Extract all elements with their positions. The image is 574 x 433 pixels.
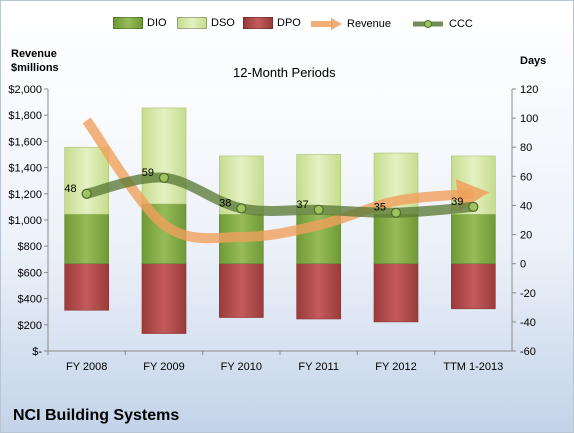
ccc-point: [236, 203, 247, 214]
legend-label-dpo: DPO: [277, 17, 301, 29]
bar-dso: [296, 154, 341, 215]
ccc-data-label: 39: [451, 196, 463, 208]
y-right-tick-label: 0: [520, 259, 526, 271]
legend-label-dio: DIO: [147, 17, 167, 29]
ccc-data-label: 35: [374, 202, 386, 214]
bar-dpo: [141, 263, 187, 334]
legend-label-dso: DSO: [211, 17, 235, 29]
y-left-tick-label: $1,000: [8, 215, 42, 227]
legend-label-revenue: Revenue: [347, 18, 392, 30]
y-right-tick-label: 60: [520, 171, 532, 183]
y-left-tick-label: $2,000: [8, 84, 42, 96]
ccc-data-label: 38: [219, 197, 231, 209]
legend-swatch-dso: [177, 17, 207, 29]
y-axis-left-title-line2: $millions: [11, 62, 59, 74]
legend-item-dpo: DPO: [243, 17, 301, 29]
bar-dio: [373, 213, 419, 264]
legend-item-dio: DIO: [113, 17, 167, 29]
y-left-tick-label: $1,800: [8, 110, 42, 122]
y-axis-right-title: Days: [520, 55, 547, 67]
x-tick-label: FY 2011: [298, 361, 339, 373]
ccc-data-label: 48: [64, 183, 76, 195]
ccc-point: [390, 207, 402, 218]
data-labels: 48 59 38 37 35 39: [64, 167, 463, 214]
y-right-tick-label: 80: [520, 142, 532, 154]
chart-subtitle: 12-Month Periods: [233, 65, 336, 80]
x-tick-label: FY 2010: [221, 361, 262, 373]
x-tick-label: FY 2009: [143, 361, 184, 373]
bar-dpo: [373, 263, 419, 323]
bar-dso: [64, 146, 109, 215]
y-right-tick-label: -40: [520, 317, 536, 329]
legend-item-revenue: Revenue: [309, 17, 391, 31]
ccc-data-label: 59: [142, 167, 154, 179]
legend-arrow-icon: [311, 18, 342, 30]
legend-swatch-dio: [113, 17, 143, 29]
y-right-tick-label: -20: [520, 288, 536, 300]
y-right-tick-label: 20: [520, 230, 532, 242]
x-tick-label: FY 2008: [66, 361, 107, 373]
y-left-tick-label: $1,200: [8, 189, 42, 201]
y-left-tick-label: $1,400: [8, 163, 42, 175]
legend-label-ccc: CCC: [449, 18, 473, 30]
bar-dio: [64, 213, 109, 264]
y-right-tick-label: 100: [520, 113, 538, 125]
bar-dio: [451, 213, 496, 264]
bar-dpo: [451, 263, 496, 310]
legend-line-icon: [413, 20, 443, 28]
ccc-line: [81, 172, 479, 218]
legend-item-dso: DSO: [177, 17, 235, 29]
y-left-tick-label: $-: [32, 346, 42, 358]
y-right-tick-label: -60: [520, 346, 536, 358]
bar-dpo: [64, 263, 109, 311]
y-left-tick-label: $800: [18, 241, 42, 253]
company-name: NCI Building Systems: [13, 407, 180, 424]
y-left-tick-label: $600: [18, 267, 42, 279]
x-tick-label: TTM 1-2013: [443, 361, 503, 373]
ccc-point: [81, 188, 92, 199]
y-axis-left-title-line1: Revenue: [11, 48, 57, 60]
y-left-tick-label: $200: [18, 320, 42, 332]
axes: $- $200 $400 $600 $800 $1,000 $1,200 $1,400 $1,6…: [8, 84, 538, 373]
y-left-tick-label: $400: [18, 294, 42, 306]
y-left-tick-label: $1,600: [8, 136, 42, 148]
ccc-point: [468, 201, 479, 212]
legend-item-ccc: CCC: [411, 17, 473, 31]
ccc-point: [158, 172, 170, 183]
bar-dpo: [296, 263, 341, 320]
bar-dpo: [219, 263, 264, 318]
legend-swatch-dpo: [243, 17, 273, 29]
revenue-line: [82, 117, 490, 244]
plot-area: [48, 89, 512, 351]
ccc-data-label: 37: [296, 199, 308, 211]
lines: [81, 117, 490, 244]
x-tick-label: FY 2012: [375, 361, 416, 373]
bar-dso: [141, 107, 187, 205]
y-right-tick-label: 120: [520, 84, 538, 96]
y-right-tick-label: 40: [520, 200, 532, 212]
y-axis-left-title: Revenue $millions: [11, 47, 81, 75]
ccc-point: [313, 204, 324, 215]
